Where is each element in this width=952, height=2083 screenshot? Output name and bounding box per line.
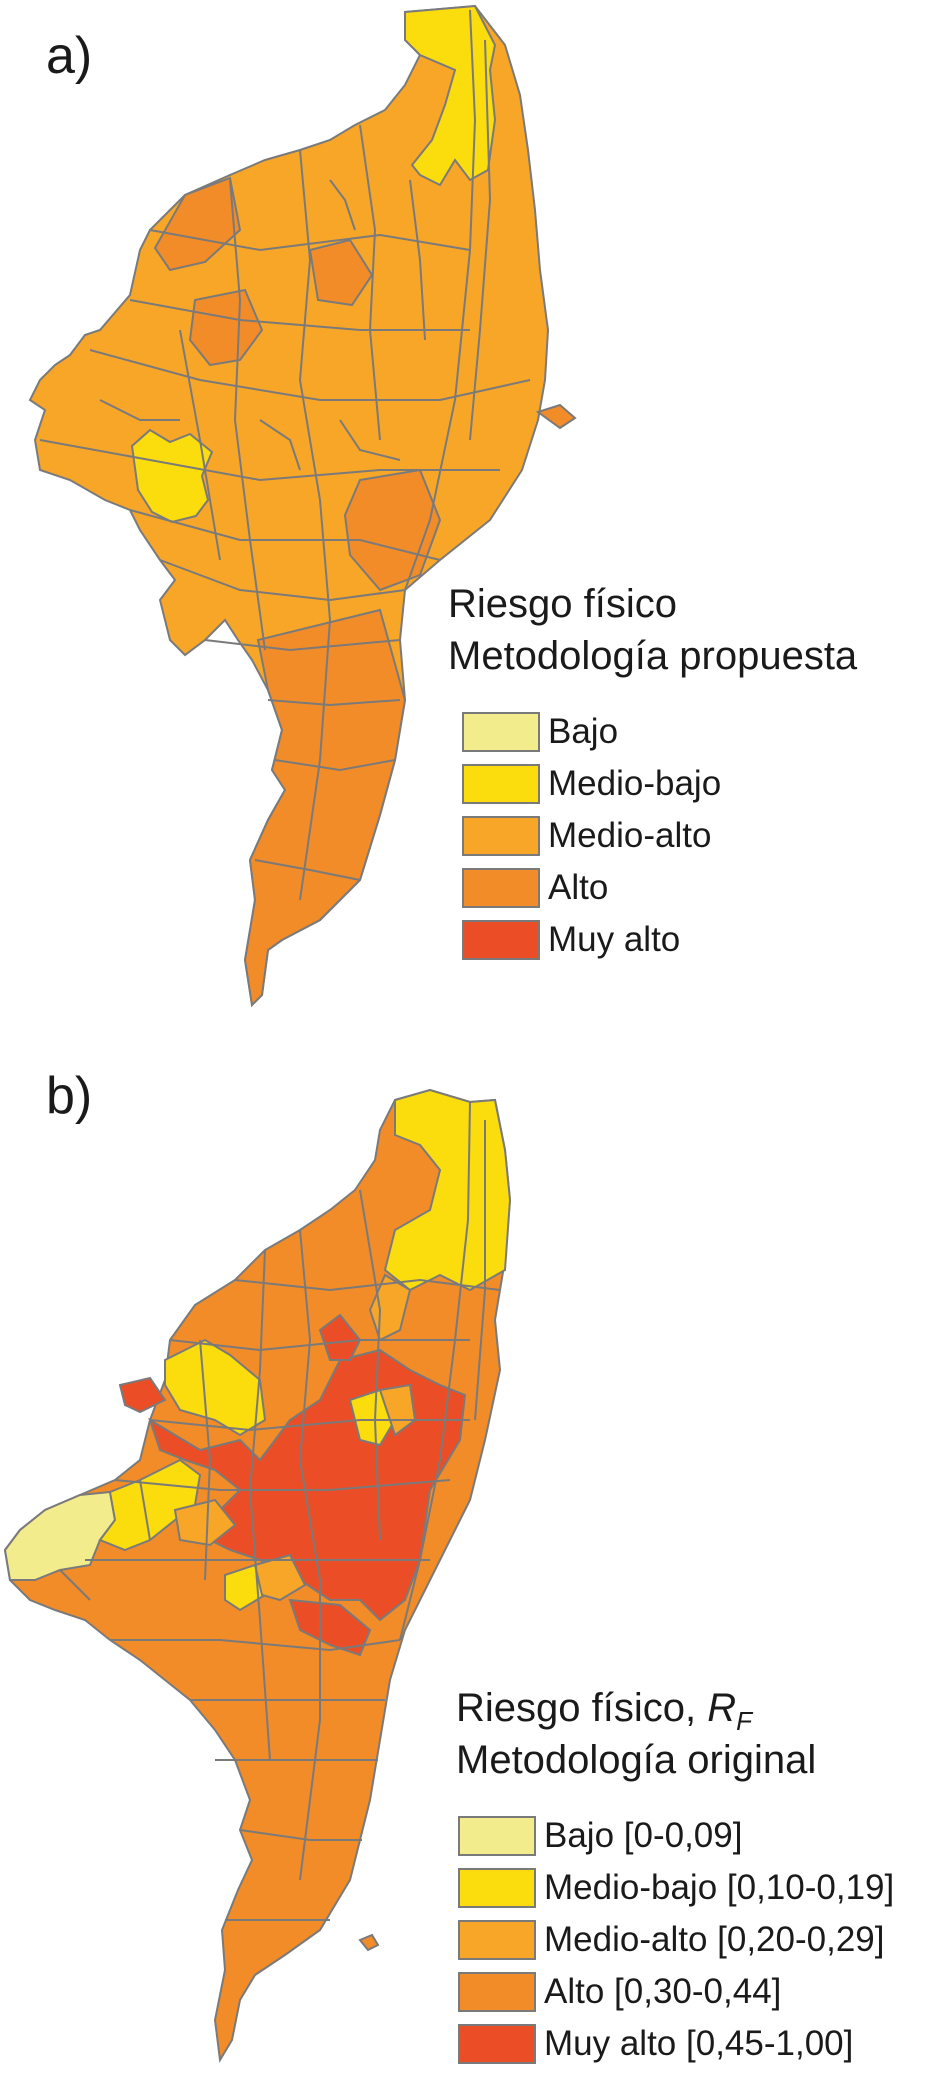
region-south-muy-alto-b [288, 1598, 372, 1657]
panel-a-label: a) [46, 27, 93, 85]
legend-label: Alto [0,30-0,44] [544, 1972, 782, 2011]
legend-b: Bajo [0-0,09] Medio-bajo [0,10-0,19] Medio… [458, 1810, 894, 2070]
map-b [3, 1088, 512, 2063]
island-east-a [535, 403, 577, 430]
panel-a: a) [0, 0, 952, 1040]
legend-label: Medio-alto [548, 816, 712, 855]
legend-item: Alto [462, 862, 721, 914]
region-north-muy-alto-b [318, 1313, 362, 1361]
legend-item: Medio-bajo [462, 758, 721, 810]
legend-swatch [462, 868, 540, 908]
legend-a-title-line1: Riesgo físico [448, 582, 677, 626]
legend-swatch [462, 816, 540, 856]
region-alto-center-a [308, 238, 374, 307]
district-boundaries-a [39, 9, 531, 901]
panel-b-label: b) [46, 1067, 93, 1125]
legend-b-title-text: Riesgo físico, [456, 1686, 708, 1730]
legend-label: Muy alto [0,45-1,00] [544, 2024, 854, 2063]
legend-item: Medio-alto [462, 810, 721, 862]
island-east-b [358, 1933, 380, 1952]
region-alto-south-a [243, 608, 407, 1008]
legend-label: Medio-alto [0,20-0,29] [544, 1920, 885, 1959]
district-boundaries-b [59, 1101, 501, 1921]
region-far-west-medio-bajo-b [98, 1458, 202, 1552]
legend-swatch [458, 1816, 536, 1856]
region-alto-northwest-a [153, 176, 242, 272]
region-alto-west-a [188, 288, 264, 367]
legend-swatch [458, 1972, 536, 2012]
legend-label: Bajo [548, 712, 619, 751]
legend-b-title-line1: Riesgo físico, RF [456, 1682, 752, 1747]
map-a [28, 4, 577, 1008]
legend-a: Bajo Medio-bajo Medio-alto Alto Muy alto [462, 706, 721, 966]
region-south-medio-bajo-b [224, 1563, 267, 1612]
panel-b: b) [0, 1040, 952, 2080]
legend-swatch [462, 712, 540, 752]
region-north-medio-bajo-b [383, 1088, 512, 1292]
region-center2-medio-alto-b [253, 1553, 307, 1602]
legend-item: Medio-alto [0,20-0,29] [458, 1914, 894, 1966]
legend-item: Bajo [462, 706, 721, 758]
region-west-medio-bajo-b [164, 1338, 267, 1437]
legend-label: Medio-bajo [548, 764, 722, 803]
region-west-muy-alto-b [118, 1376, 167, 1414]
legend-swatch [458, 2024, 536, 2064]
legend-item: Medio-bajo [0,10-0,19] [458, 1862, 894, 1914]
legend-b-title-symbol: R [707, 1686, 737, 1730]
legend-b-title-line2: Metodología original [456, 1738, 817, 1782]
legend-label: Medio-bajo [0,10-0,19] [544, 1868, 895, 1907]
legend-label: Muy alto [548, 920, 681, 959]
legend-swatch [458, 1868, 536, 1908]
legend-swatch [462, 764, 540, 804]
legend-a-title-line2: Metodología propuesta [448, 634, 858, 678]
legend-item: Bajo [0-0,09] [458, 1810, 894, 1862]
legend-item: Muy alto [0,45-1,00] [458, 2018, 894, 2070]
legend-label: Alto [548, 868, 609, 907]
legend-swatch [458, 1920, 536, 1960]
legend-swatch [462, 920, 540, 960]
legend-item: Muy alto [462, 914, 721, 966]
legend-item: Alto [0,30-0,44] [458, 1966, 894, 2018]
region-west-medio-bajo-a [130, 428, 214, 524]
legend-label: Bajo [0-0,09] [544, 1816, 743, 1855]
legend-b-title-subscript: F [736, 1706, 752, 1736]
